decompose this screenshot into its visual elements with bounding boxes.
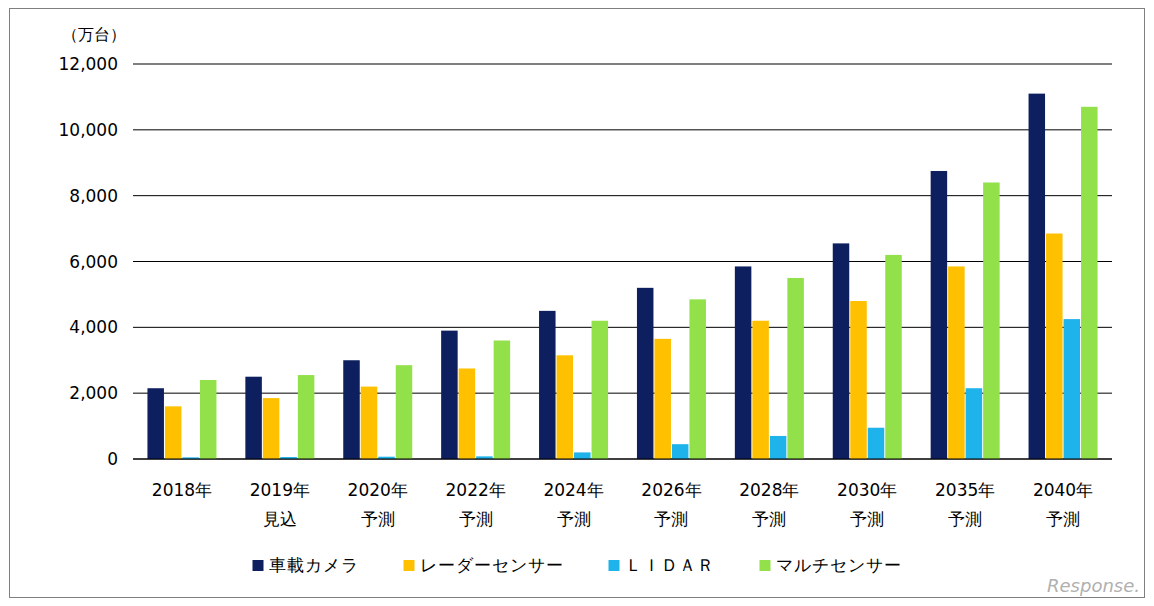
y-tick-label: 10,000: [59, 120, 118, 140]
x-tick-label: 2022年予測: [446, 480, 506, 529]
bar: [637, 288, 654, 459]
watermark: Response.: [1047, 575, 1140, 596]
bar: [263, 398, 280, 459]
bar: [689, 299, 706, 459]
grid-line: [133, 261, 1112, 262]
bar: [245, 377, 262, 459]
bar: [948, 266, 965, 459]
legend-swatch: [760, 560, 771, 571]
bar: [592, 321, 609, 459]
bar: [298, 375, 315, 459]
bar: [1029, 94, 1046, 459]
bar: [931, 171, 948, 459]
bar: [1081, 107, 1098, 459]
y-tick-label: 6,000: [69, 252, 118, 272]
legend-item: レーダーセンサー: [404, 555, 564, 575]
bar: [966, 388, 983, 459]
bar: [983, 183, 1000, 460]
x-tick-label: 2040年予測: [1033, 480, 1093, 529]
bar: [885, 255, 902, 459]
bar: [557, 355, 574, 459]
grid-line: [133, 327, 1112, 328]
bar: [787, 278, 804, 459]
bar: [574, 452, 591, 459]
x-tick-label: 2030年予測: [837, 480, 897, 529]
legend-label: マルチセンサー: [776, 555, 902, 575]
x-tick-label: 2024年予測: [543, 480, 603, 529]
bar: [539, 311, 556, 459]
bars: [147, 94, 1097, 459]
x-tick-label: 2035年予測: [935, 480, 995, 529]
bar: [868, 428, 885, 459]
y-axis-label: （万台）: [62, 25, 126, 44]
bar: [833, 243, 850, 459]
legend-item: ＬＩＤＡＲ: [609, 555, 715, 575]
x-tick-label: 2018年: [152, 480, 212, 500]
grid-line: [133, 129, 1112, 130]
grid-line: [133, 64, 1112, 65]
bar: [343, 360, 360, 459]
x-tick-label: 2020年予測: [348, 480, 408, 529]
grid-line: [133, 393, 1112, 394]
y-tick-label: 4,000: [69, 317, 118, 337]
legend-item: マルチセンサー: [760, 555, 902, 575]
chart: （万台） 0 2,000 4,000 6,000 8,000 10,000 12,000 201…: [0, 0, 1154, 606]
bar: [850, 301, 867, 459]
bar: [200, 380, 217, 459]
legend-label: 車載カメラ: [269, 555, 359, 575]
bar: [735, 266, 752, 459]
bar: [147, 388, 164, 459]
y-tick-label: 0: [107, 449, 118, 469]
bar: [361, 387, 378, 459]
bar: [752, 321, 769, 459]
x-tick-label: 2028年予測: [739, 480, 799, 529]
legend-label: レーダーセンサー: [420, 555, 564, 575]
bar: [441, 331, 458, 459]
bar: [770, 436, 787, 459]
bar: [494, 341, 511, 460]
bar: [1064, 319, 1081, 459]
bar: [396, 365, 413, 459]
legend-label: ＬＩＤＡＲ: [625, 555, 715, 575]
frame: [10, 9, 1145, 598]
y-tick-label: 2,000: [69, 383, 118, 403]
legend-swatch: [609, 560, 620, 571]
bar: [165, 406, 182, 459]
legend-swatch: [253, 560, 264, 571]
x-tick-label: 2019年見込: [250, 480, 310, 529]
legend-swatch: [404, 560, 415, 571]
x-tick-label: 2026年予測: [641, 480, 701, 529]
y-tick-label: 12,000: [59, 54, 118, 74]
bar: [654, 339, 671, 459]
bar: [1046, 234, 1063, 459]
x-axis: [133, 458, 1112, 459]
bar: [459, 368, 476, 459]
grid: [133, 64, 1112, 459]
grid-line: [133, 459, 1112, 460]
grid-line: [133, 195, 1112, 196]
legend: 車載カメラ レーダーセンサー ＬＩＤＡＲ マルチセンサー: [253, 555, 902, 575]
y-tick-label: 8,000: [69, 186, 118, 206]
bar: [672, 444, 689, 459]
legend-item: 車載カメラ: [253, 555, 359, 575]
